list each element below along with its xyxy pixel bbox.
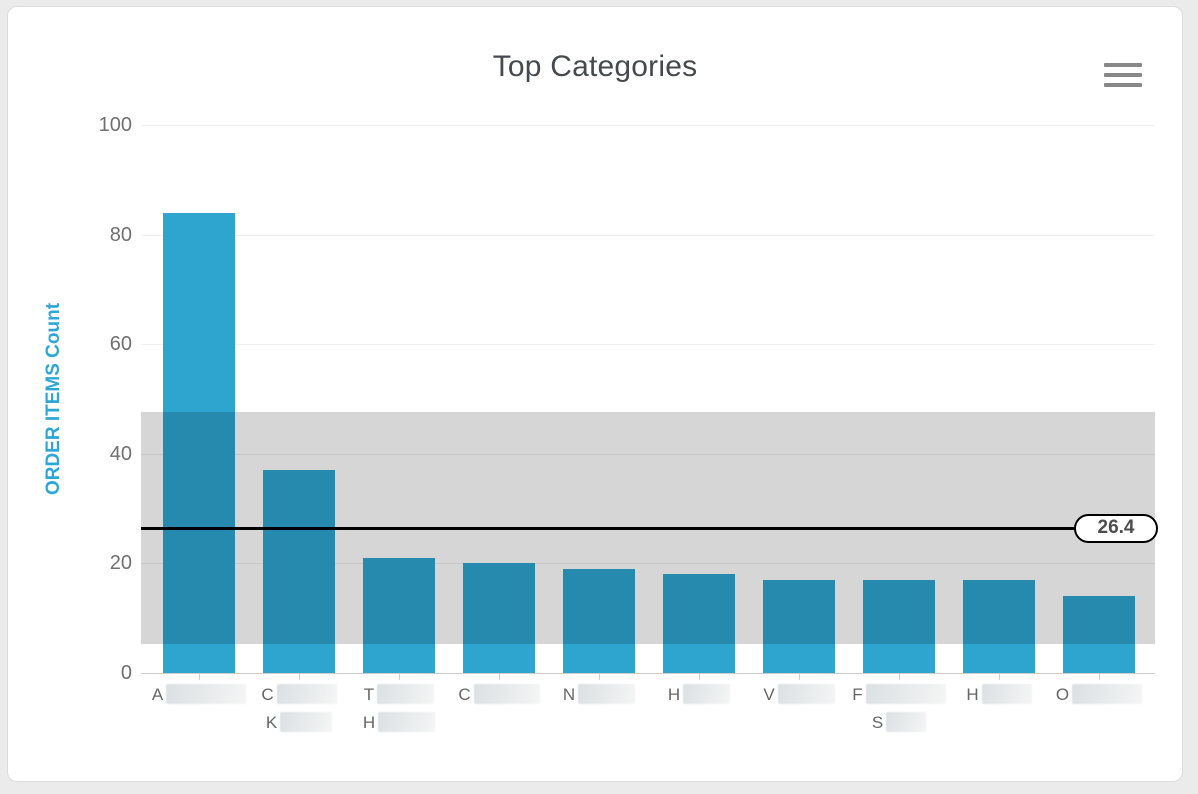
x-axis-tick <box>699 674 700 680</box>
category-label-letter: N <box>562 685 576 704</box>
category-label-line: K <box>249 709 349 737</box>
bar[interactable] <box>663 574 735 673</box>
bar[interactable] <box>763 579 835 673</box>
redacted-label-text <box>276 684 337 704</box>
x-axis-tick <box>399 674 400 680</box>
redacted-label-text <box>377 684 435 704</box>
chart-card: Top Categories ORDER ITEMS Count 0 20 40 60… <box>7 6 1183 782</box>
category-label-letter: S <box>871 713 884 732</box>
gridline <box>141 234 1155 236</box>
redacted-label-text <box>865 684 946 704</box>
category-label: N <box>549 681 649 709</box>
category-label: C <box>449 681 549 709</box>
category-label-line: A <box>149 681 249 709</box>
y-tick-label: 40 <box>109 442 132 465</box>
bar[interactable] <box>963 579 1035 673</box>
bar[interactable] <box>563 568 635 673</box>
redacted-label-text <box>683 684 731 704</box>
category-label-line: F <box>849 681 949 709</box>
category-label-line: S <box>849 709 949 737</box>
category-label-letter: O <box>1055 685 1070 704</box>
x-axis-tick <box>799 674 800 680</box>
redacted-label-text <box>981 684 1032 704</box>
category-label-letter: F <box>852 685 863 704</box>
category-label-letter: K <box>265 713 278 732</box>
category-label-letter: C <box>261 685 274 704</box>
context-menu-button[interactable] <box>1098 56 1148 94</box>
gridline <box>141 344 1155 346</box>
category-label-line: H <box>649 681 749 709</box>
category-label-letter: T <box>363 685 375 704</box>
category-label-letter: H <box>966 685 979 704</box>
redacted-label-text <box>578 684 636 704</box>
bar[interactable] <box>863 579 935 673</box>
bar[interactable] <box>263 470 335 673</box>
redacted-label-text <box>378 712 436 732</box>
category-label-letter: C <box>458 685 471 704</box>
y-tick-label: 100 <box>98 114 132 136</box>
category-label: H <box>949 681 1049 709</box>
x-axis-tick <box>1099 674 1100 680</box>
redacted-label-text <box>166 684 247 704</box>
redacted-label-text <box>886 712 927 732</box>
category-label-line: O <box>1049 681 1149 709</box>
plot-area: 26.4 <box>141 125 1158 680</box>
bar[interactable] <box>363 557 435 673</box>
y-tick-label: 20 <box>109 552 132 575</box>
x-axis-tick <box>899 674 900 680</box>
mean-value-label: 26.4 <box>1074 513 1158 543</box>
category-label-letter: A <box>151 685 164 704</box>
category-label-line: N <box>549 681 649 709</box>
category-label: A <box>149 681 249 709</box>
category-label-line: C <box>249 681 349 709</box>
y-axis-labels: 0 20 40 60 80 100 <box>8 114 132 684</box>
category-label-line: C <box>449 681 549 709</box>
category-label-line: T <box>349 681 449 709</box>
category-label: O <box>1049 681 1149 709</box>
x-axis-tick <box>599 674 600 680</box>
bar[interactable] <box>163 212 235 673</box>
y-tick-label: 80 <box>109 223 132 246</box>
redacted-label-text <box>280 712 333 732</box>
x-axis-tick <box>999 674 1000 680</box>
gridline <box>141 125 1155 126</box>
category-label: H <box>649 681 749 709</box>
gridline <box>141 453 1155 455</box>
x-axis-tick <box>199 674 200 680</box>
category-label-letter: H <box>362 713 376 732</box>
bar[interactable] <box>1063 596 1135 673</box>
category-label-letter: H <box>667 685 681 704</box>
mean-value-text: 26.4 <box>1097 517 1135 539</box>
redacted-label-text <box>1072 684 1143 704</box>
category-label-line: H <box>349 709 449 737</box>
y-tick-label: 60 <box>109 333 132 356</box>
category-label-letter: V <box>763 685 775 704</box>
category-label-line: V <box>749 681 849 709</box>
x-axis-tick <box>499 674 500 680</box>
category-label: V <box>749 681 849 709</box>
redacted-label-text <box>777 684 835 704</box>
redacted-label-text <box>473 684 540 704</box>
hamburger-icon <box>1104 63 1142 87</box>
x-axis-tick <box>299 674 300 680</box>
gridline <box>141 563 1155 565</box>
y-tick-label: 0 <box>120 662 132 684</box>
mean-line <box>141 526 1155 530</box>
bar[interactable] <box>463 563 535 673</box>
chart-title: Top Categories <box>492 50 698 83</box>
category-label-line: H <box>949 681 1049 709</box>
